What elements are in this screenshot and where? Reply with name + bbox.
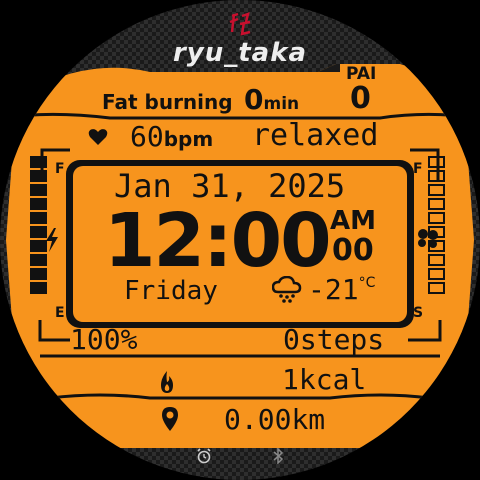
battery-full-label: F xyxy=(55,161,65,177)
footsteps-icon xyxy=(416,228,440,248)
steps-gauge-segment xyxy=(428,282,445,294)
battery-gauge xyxy=(30,156,52,296)
flame-icon xyxy=(158,370,176,394)
battery-segment xyxy=(30,282,47,294)
weather-temp: -21°C xyxy=(308,276,375,304)
time-display: 12:00 xyxy=(104,204,332,278)
date-year: 2025 xyxy=(268,167,346,205)
pai-label: PAI xyxy=(346,64,377,84)
heart-icon xyxy=(88,128,108,146)
fat-burning-number: 0 xyxy=(244,83,264,116)
battery-segment xyxy=(30,198,47,210)
steps-gauge-segment xyxy=(428,268,445,280)
brand-name: ryu_taka xyxy=(172,38,308,68)
calories-value: 1 xyxy=(282,363,299,396)
fat-burning-unit: min xyxy=(263,94,300,114)
battery-segment xyxy=(30,170,47,182)
distance-value: 0.00 xyxy=(224,403,292,436)
steps-gauge-start-label: S xyxy=(413,305,424,321)
battery-empty-label: E xyxy=(55,305,65,321)
date-month: Jan xyxy=(114,167,172,205)
steps-unit: steps xyxy=(299,323,385,356)
battery-segment xyxy=(30,184,47,196)
date-day: 31 xyxy=(191,167,230,205)
calories-unit: kcal xyxy=(298,363,367,396)
battery-segment xyxy=(30,226,47,238)
lightning-icon xyxy=(44,228,60,252)
time-ampm: AM xyxy=(330,206,376,236)
date-line: Jan 31, 2025 xyxy=(114,170,345,202)
battery-segment xyxy=(30,212,47,224)
steps-gauge xyxy=(428,156,450,296)
time-seconds: 00 xyxy=(332,233,374,268)
bluetooth-icon xyxy=(272,447,284,465)
weekday: Friday xyxy=(124,276,218,306)
steps-gauge-segment xyxy=(428,184,445,196)
steps-gauge-segment xyxy=(428,212,445,224)
steps-gauge-segment xyxy=(428,254,445,266)
alarm-clock-icon xyxy=(196,448,212,464)
weather-temp-unit: °C xyxy=(358,275,376,291)
distance: 0.00km xyxy=(224,406,325,434)
steps-gauge-segment xyxy=(428,156,445,168)
kanji-ryu-logo xyxy=(226,10,254,36)
steps-gauge-full-label: F xyxy=(413,161,423,177)
steps-count: 0steps xyxy=(283,326,384,354)
heart-rate-value: 60 xyxy=(130,120,164,153)
cloud-snow-icon xyxy=(271,275,302,304)
battery-segment xyxy=(30,268,47,280)
steps-gauge-segment xyxy=(428,240,445,252)
battery-percent: 100% xyxy=(70,323,138,356)
heart-rate-unit: bpm xyxy=(163,127,214,151)
fat-burning-label: Fat burning xyxy=(102,90,233,114)
battery-segment xyxy=(30,240,47,252)
steps-gauge-segment xyxy=(428,198,445,210)
steps-value: 0 xyxy=(283,323,300,356)
distance-unit: km xyxy=(291,403,326,436)
calories: 1kcal xyxy=(282,366,366,394)
time-colon: : xyxy=(202,198,233,284)
time-minutes: 00 xyxy=(230,198,332,284)
location-pin-icon xyxy=(160,406,180,432)
battery-segment xyxy=(30,156,47,168)
fat-burning-value: 0min xyxy=(244,86,299,114)
date-separator: , xyxy=(229,167,249,205)
weather-temp-value: -21 xyxy=(308,273,359,306)
heart-status: relaxed xyxy=(252,118,379,153)
time-hours: 12 xyxy=(104,198,205,284)
battery-segment xyxy=(30,254,47,266)
steps-gauge-segment xyxy=(428,170,445,182)
pai-value: 0 xyxy=(350,81,371,116)
heart-rate: 60bpm xyxy=(130,123,213,151)
